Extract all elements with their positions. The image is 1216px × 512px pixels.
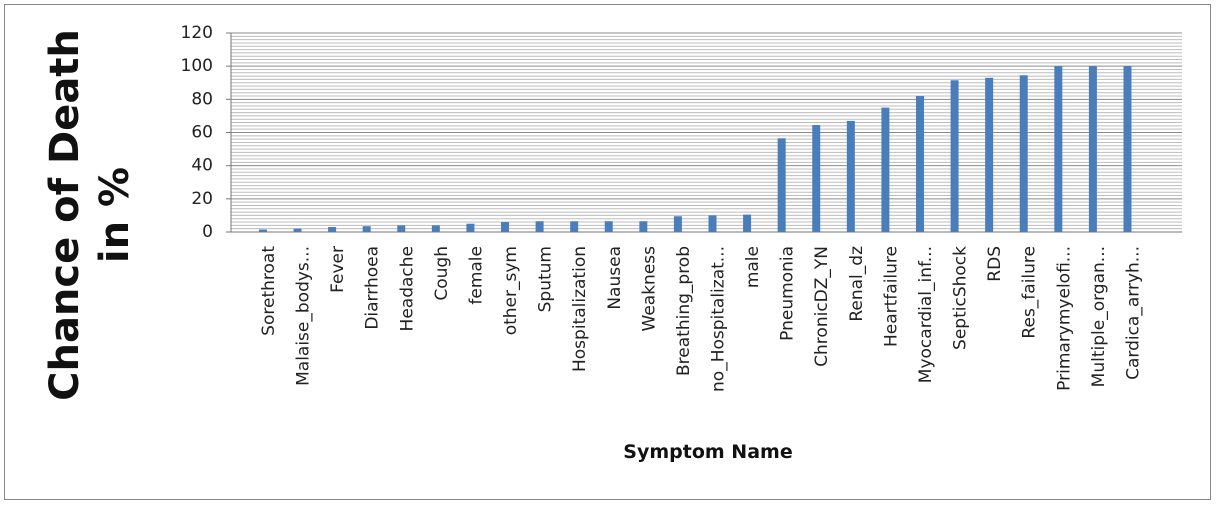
x-tick-label: Res_failure <box>1020 246 1040 339</box>
y-tick-label: 120 <box>181 23 213 43</box>
bar <box>708 215 717 232</box>
bar <box>985 77 994 233</box>
chart-border <box>4 4 1211 500</box>
x-tick-group: RDS <box>985 246 1005 282</box>
bar <box>812 125 821 232</box>
x-tick-group: Res_failure <box>1020 246 1040 339</box>
bar <box>431 225 440 232</box>
x-tick-group: Nausea <box>605 246 625 310</box>
bar <box>1019 75 1028 232</box>
x-tick-group: Malaise_bodys... <box>294 246 314 386</box>
bar <box>1088 66 1097 233</box>
x-tick-label: Headache <box>397 246 417 331</box>
x-tick-group: Fever <box>328 246 348 293</box>
x-tick-group: male <box>743 246 763 288</box>
x-tick-group: Myocardial_inf... <box>916 246 936 383</box>
bar <box>535 221 544 232</box>
x-tick-group: female <box>466 246 486 305</box>
x-tick-group: other_sym <box>501 246 521 335</box>
bar <box>673 216 682 232</box>
bar <box>604 221 613 232</box>
y-tick-label: 0 <box>202 222 213 242</box>
x-tick-group: Primarymyelofi... <box>1054 246 1074 391</box>
x-tick-label: Sputum <box>536 246 556 312</box>
x-tick-label: Fever <box>328 246 348 293</box>
y-tick-label: 20 <box>191 189 213 209</box>
x-tick-group: Heartfailure <box>881 246 901 347</box>
x-tick-group: Multiple_organ... <box>1089 246 1109 387</box>
x-tick-label: Diarrhoea <box>363 246 383 330</box>
bar <box>881 107 890 232</box>
x-tick-label: female <box>466 246 486 305</box>
y-tick-label: 100 <box>181 56 213 76</box>
x-tick-label: Pneumonia <box>778 246 798 341</box>
y-tick-label: 60 <box>191 123 213 143</box>
bar <box>466 223 475 232</box>
x-tick-group: Pneumonia <box>778 246 798 341</box>
x-tick-group: Weakness <box>639 246 659 332</box>
x-tick-label: Myocardial_inf... <box>916 246 936 383</box>
bar <box>362 226 371 232</box>
bar <box>846 120 855 232</box>
x-title: Symptom Name <box>623 441 792 463</box>
x-tick-group: Sorethroat <box>259 246 279 336</box>
bar <box>950 80 959 232</box>
y-tick-label: 80 <box>191 89 213 109</box>
bar <box>1054 66 1063 233</box>
x-tick-label: Primarymyelofi... <box>1054 246 1074 391</box>
x-tick-group: Renal_dz <box>847 246 867 322</box>
x-tick-group: SepticShock <box>951 246 971 350</box>
x-tick-label: Breathing_prob <box>674 246 694 376</box>
y-tick-label: 40 <box>191 156 213 176</box>
x-tick-label: RDS <box>985 246 1005 282</box>
x-tick-label: Nausea <box>605 246 625 310</box>
bar <box>639 221 648 232</box>
x-tick-label: Multiple_organ... <box>1089 246 1109 387</box>
bar <box>397 225 406 232</box>
bar <box>1123 66 1132 233</box>
x-tick-group: Cardica_arryh... <box>1123 246 1143 380</box>
x-tick-label: Hospitalization <box>570 246 590 372</box>
y-title-line: in % <box>92 167 138 263</box>
bar <box>915 96 924 233</box>
x-tick-group: Headache <box>397 246 417 331</box>
x-tick-label: Sorethroat <box>259 246 279 336</box>
bar <box>328 227 337 232</box>
x-tick-group: no_Hospitalizat... <box>709 246 729 392</box>
x-tick-group: Breathing_prob <box>674 246 694 376</box>
x-tick-group: Sputum <box>536 246 556 312</box>
bar <box>743 214 752 232</box>
bar <box>570 221 579 232</box>
x-tick-group: Diarrhoea <box>363 246 383 330</box>
y-title-line: Chance of Death <box>42 29 88 401</box>
x-tick-label: ChronicDZ_YN <box>812 246 832 367</box>
x-tick-group: Hospitalization <box>570 246 590 372</box>
x-tick-group: ChronicDZ_YN <box>812 246 832 367</box>
x-tick-label: no_Hospitalizat... <box>709 246 729 392</box>
x-tick-label: male <box>743 246 763 288</box>
x-tick-group: Cough <box>432 246 452 301</box>
bar <box>501 222 510 232</box>
y-title: Chance of Death in % <box>42 29 138 401</box>
bar <box>293 228 302 232</box>
x-tick-label: Heartfailure <box>881 246 901 347</box>
bar <box>777 138 786 232</box>
bar <box>258 229 267 232</box>
x-tick-label: SepticShock <box>951 246 971 350</box>
x-tick-label: Cardica_arryh... <box>1123 246 1143 380</box>
x-tick-label: Weakness <box>639 246 659 332</box>
x-tick-label: Cough <box>432 246 452 301</box>
x-tick-label: Renal_dz <box>847 246 867 322</box>
x-tick-label: Malaise_bodys... <box>294 246 314 386</box>
x-tick-label: other_sym <box>501 246 521 335</box>
